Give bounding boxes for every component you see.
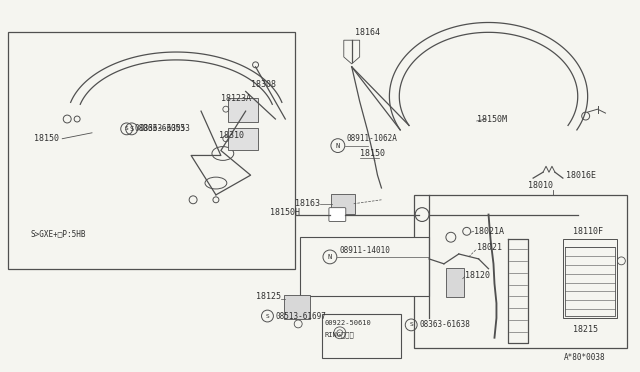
Bar: [322, 314, 401, 358]
FancyBboxPatch shape: [228, 128, 257, 150]
Bar: [414, 195, 627, 347]
Text: 08911-14010: 08911-14010: [340, 246, 390, 254]
Text: S>GXE+□P:5HB: S>GXE+□P:5HB: [31, 230, 86, 239]
Text: 08363-63053: 08363-63053: [140, 124, 191, 134]
Text: A*80*0038: A*80*0038: [564, 353, 605, 362]
Text: 18021: 18021: [477, 243, 502, 251]
Text: 08363-63053: 08363-63053: [134, 124, 186, 134]
Text: 08363-61638: 08363-61638: [419, 320, 470, 329]
FancyBboxPatch shape: [331, 194, 355, 214]
Text: 18164: 18164: [355, 28, 380, 37]
Text: 18308: 18308: [251, 80, 276, 89]
Bar: [8, 32, 295, 269]
Text: 18310: 18310: [219, 131, 244, 140]
Text: S: S: [410, 323, 413, 327]
Text: 18150M: 18150M: [477, 115, 507, 124]
Text: 18215: 18215: [573, 326, 598, 334]
Bar: [300, 237, 429, 296]
Text: S: S: [129, 126, 134, 132]
Text: 18016E: 18016E: [566, 171, 596, 180]
FancyBboxPatch shape: [329, 208, 346, 221]
Text: 18150H: 18150H: [271, 208, 300, 217]
Text: 18021A: 18021A: [474, 227, 504, 236]
Text: 00922-50610: 00922-50610: [325, 320, 372, 326]
Text: 18123A: 18123A: [221, 94, 251, 103]
FancyBboxPatch shape: [446, 268, 464, 297]
Text: 18110F: 18110F: [573, 227, 603, 236]
Text: 18120: 18120: [465, 271, 490, 280]
Text: S: S: [125, 126, 129, 131]
Text: 18150: 18150: [35, 134, 60, 143]
Text: 18125: 18125: [255, 292, 280, 301]
Bar: [563, 239, 618, 318]
Text: RINGリング: RINGリング: [325, 331, 355, 338]
FancyBboxPatch shape: [228, 98, 257, 122]
Text: 18163: 18163: [295, 199, 320, 208]
Text: N: N: [336, 142, 340, 148]
Text: 08513-61697: 08513-61697: [275, 311, 326, 321]
Text: 18010: 18010: [528, 180, 553, 189]
Text: 18150: 18150: [360, 149, 385, 158]
Text: N: N: [328, 254, 332, 260]
FancyBboxPatch shape: [284, 295, 310, 319]
Text: S: S: [266, 314, 269, 318]
Text: 08911-1062A: 08911-1062A: [347, 134, 397, 143]
